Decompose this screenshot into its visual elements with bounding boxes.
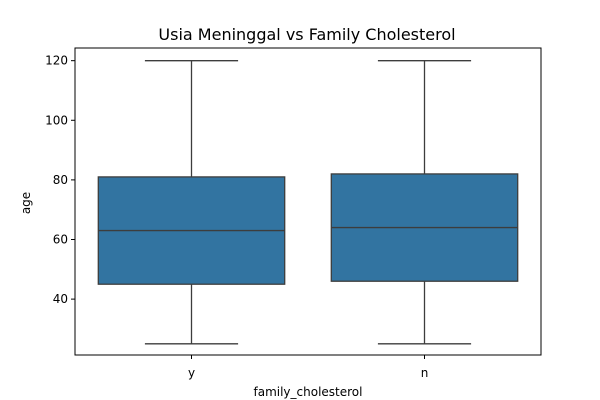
y-axis-label: age [19, 192, 33, 214]
y-tick-label: 100 [45, 113, 68, 127]
y-axis-ticks: 40 60 80 100 120 [45, 54, 75, 306]
box-n [330, 60, 519, 345]
y-tick-label: 40 [53, 292, 68, 306]
y-tick-label: 120 [45, 54, 68, 68]
plot-area-frame [74, 47, 542, 356]
x-tick-label: n [421, 366, 429, 380]
box-y [97, 60, 286, 345]
chart-title: Usia Meninggal vs Family Cholesterol [158, 25, 455, 44]
x-axis-label: family_cholesterol [254, 385, 363, 399]
boxes [97, 60, 519, 345]
y-tick-label: 60 [53, 233, 68, 247]
y-tick-label: 80 [53, 173, 68, 187]
x-tick-label: y [188, 366, 195, 380]
